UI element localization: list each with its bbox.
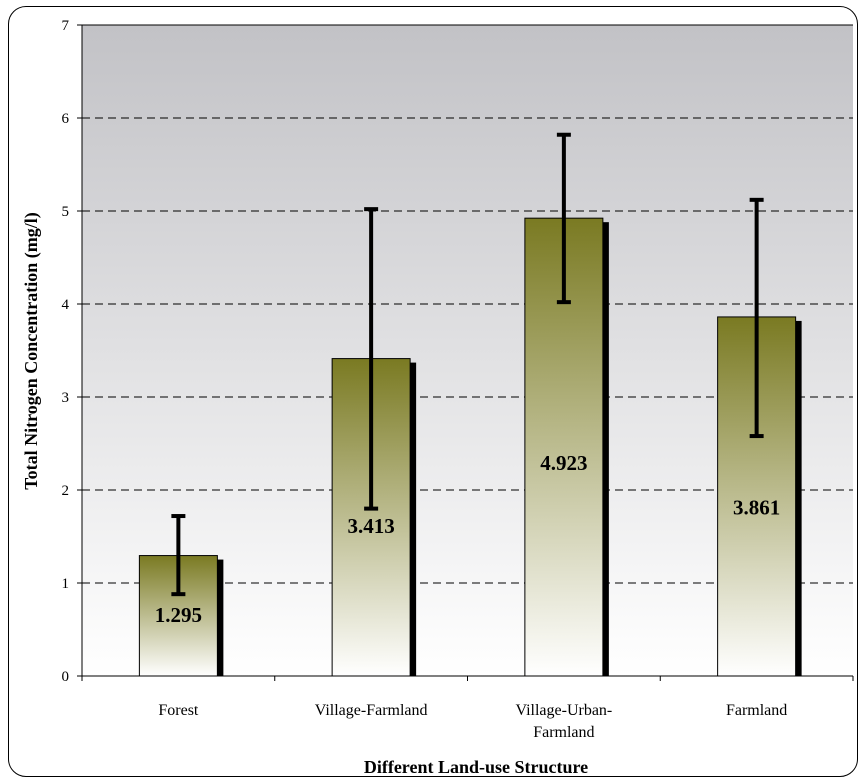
y-tick-label: 3	[62, 390, 70, 406]
x-category-label: Farmland	[726, 702, 787, 719]
x-category-label: Forest	[158, 702, 199, 719]
y-tick-label: 1	[62, 576, 70, 592]
x-category-label: Village-Urban-Farmland	[515, 702, 612, 741]
y-tick-label: 6	[62, 111, 70, 127]
y-tick-label: 5	[62, 204, 70, 220]
x-axis-title: Different Land-use Structure	[364, 757, 588, 777]
error-bar	[364, 207, 379, 511]
x-category-label: Village-Farmland	[315, 702, 428, 719]
error-bar	[556, 132, 571, 305]
error-bar	[749, 197, 764, 439]
data-label: 4.923	[540, 451, 587, 475]
error-bar	[171, 514, 186, 597]
y-tick-label: 0	[62, 669, 70, 685]
data-label: 1.295	[155, 603, 202, 627]
data-label: 3.861	[733, 495, 780, 519]
y-tick-label: 2	[62, 483, 70, 499]
y-axis-title: Total Nitrogen Concentration (mg/l)	[21, 212, 42, 489]
y-tick-label: 4	[62, 297, 70, 313]
data-label: 3.413	[348, 514, 395, 538]
y-tick-label: 7	[62, 18, 70, 34]
